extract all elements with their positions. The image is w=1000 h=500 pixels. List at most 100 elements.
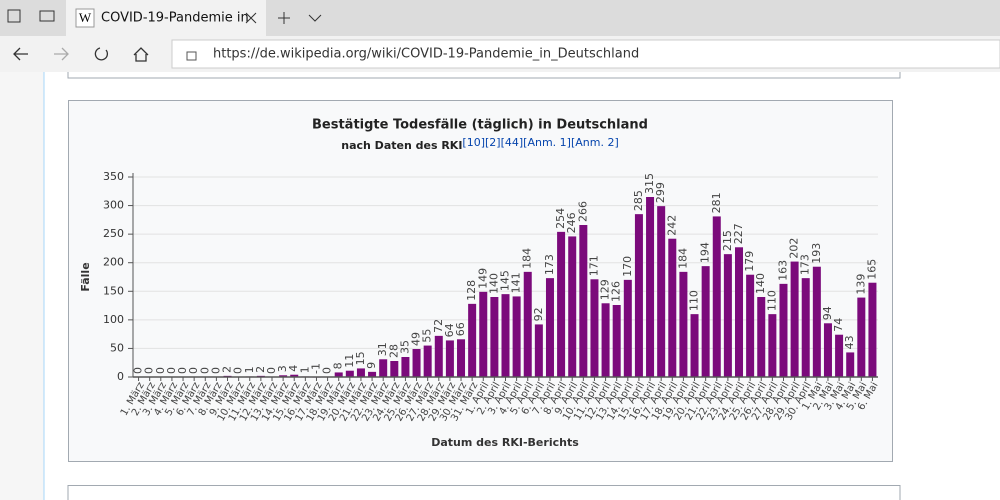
bar bbox=[812, 266, 821, 377]
value-label: 0 bbox=[232, 367, 245, 374]
value-label: 140 bbox=[754, 273, 767, 294]
value-label: 35 bbox=[398, 340, 411, 354]
value-label: 202 bbox=[788, 238, 801, 259]
y-tick-label: 200 bbox=[103, 256, 124, 269]
value-label: 215 bbox=[721, 230, 734, 251]
value-label: 141 bbox=[510, 272, 523, 293]
bar bbox=[568, 236, 577, 377]
value-label: 285 bbox=[632, 190, 645, 211]
value-label: 184 bbox=[676, 248, 689, 269]
subtitle: nach Daten des RKI bbox=[341, 139, 462, 152]
value-label: 194 bbox=[699, 242, 712, 263]
y-tick-label: 250 bbox=[103, 227, 124, 240]
bar bbox=[401, 357, 410, 377]
value-label: 299 bbox=[654, 182, 667, 203]
bar bbox=[768, 314, 777, 377]
value-label: 1 bbox=[243, 366, 256, 373]
value-label: 55 bbox=[421, 329, 434, 343]
back[interactable] bbox=[13, 47, 28, 61]
bar bbox=[523, 271, 532, 377]
value-label: 227 bbox=[732, 223, 745, 244]
value-label: 179 bbox=[743, 251, 756, 272]
bar bbox=[779, 283, 788, 377]
tab-icon[interactable] bbox=[7, 9, 21, 23]
bar bbox=[557, 231, 566, 377]
new-tab[interactable] bbox=[278, 12, 290, 24]
prev-box bbox=[67, 72, 901, 79]
value-label: 165 bbox=[865, 259, 878, 280]
close-tab[interactable] bbox=[245, 12, 257, 24]
forward[interactable] bbox=[54, 47, 69, 61]
value-label: 28 bbox=[387, 344, 400, 358]
bar bbox=[434, 335, 443, 377]
bar bbox=[835, 334, 844, 377]
bar bbox=[623, 279, 632, 377]
y-tick-label: 300 bbox=[103, 199, 124, 212]
value-label: 72 bbox=[432, 319, 445, 333]
favicon bbox=[75, 8, 95, 28]
value-label: 0 bbox=[198, 367, 211, 374]
address-bar[interactable] bbox=[171, 39, 1000, 69]
value-label: -1 bbox=[309, 363, 322, 374]
references[interactable]: [10][2][44][Anm. 1][Anm. 2] bbox=[462, 136, 618, 149]
bar bbox=[846, 352, 855, 377]
value-label: 246 bbox=[565, 212, 578, 233]
value-label: 94 bbox=[821, 306, 834, 320]
value-label: 4 bbox=[287, 365, 300, 372]
value-label: 0 bbox=[165, 367, 178, 374]
value-label: 0 bbox=[187, 367, 200, 374]
value-label: 11 bbox=[343, 354, 356, 368]
bar bbox=[534, 324, 543, 377]
tab-icon[interactable] bbox=[39, 10, 55, 22]
value-label: 2 bbox=[254, 366, 267, 373]
bar bbox=[590, 279, 599, 377]
value-label: 15 bbox=[354, 351, 367, 365]
y-tick-label: 350 bbox=[103, 170, 124, 183]
bar bbox=[512, 296, 521, 377]
value-label: 31 bbox=[376, 342, 389, 356]
bar bbox=[468, 303, 477, 377]
y-tick-label: 50 bbox=[110, 341, 124, 354]
bar bbox=[423, 345, 432, 377]
bar bbox=[412, 349, 421, 377]
value-label: 0 bbox=[132, 367, 145, 374]
value-label: 315 bbox=[643, 173, 656, 194]
bar bbox=[823, 323, 832, 377]
bar bbox=[657, 206, 666, 377]
value-label: 149 bbox=[476, 268, 489, 289]
y-tick-label: 0 bbox=[117, 370, 124, 383]
bar bbox=[801, 278, 810, 377]
bar bbox=[646, 197, 655, 377]
y-axis-label: Fälle bbox=[79, 262, 92, 291]
value-label: 170 bbox=[621, 256, 634, 277]
y-tick-label: 100 bbox=[103, 313, 124, 326]
bar bbox=[334, 372, 343, 377]
value-label: 64 bbox=[443, 323, 456, 337]
value-label: 1 bbox=[298, 366, 311, 373]
tab-list[interactable] bbox=[308, 14, 322, 22]
bar bbox=[735, 247, 744, 377]
active-tab[interactable] bbox=[66, 0, 266, 36]
value-label: 173 bbox=[799, 254, 812, 275]
bar bbox=[868, 282, 877, 377]
home[interactable] bbox=[133, 47, 149, 62]
bar bbox=[379, 359, 388, 377]
refresh[interactable] bbox=[94, 47, 109, 61]
value-label: 74 bbox=[832, 318, 845, 332]
tab-title: COVID-19-Pandemie in bbox=[101, 11, 249, 26]
bar bbox=[634, 214, 643, 377]
bar bbox=[445, 340, 454, 377]
bar bbox=[757, 297, 766, 377]
bar bbox=[857, 297, 866, 377]
value-label: 49 bbox=[410, 332, 423, 346]
bar bbox=[356, 368, 365, 377]
bar bbox=[457, 339, 466, 377]
sidebar bbox=[0, 72, 44, 500]
bar bbox=[679, 271, 688, 377]
value-label: 139 bbox=[854, 274, 867, 295]
next-box bbox=[67, 485, 901, 500]
bar bbox=[723, 254, 732, 377]
bar bbox=[501, 294, 510, 377]
